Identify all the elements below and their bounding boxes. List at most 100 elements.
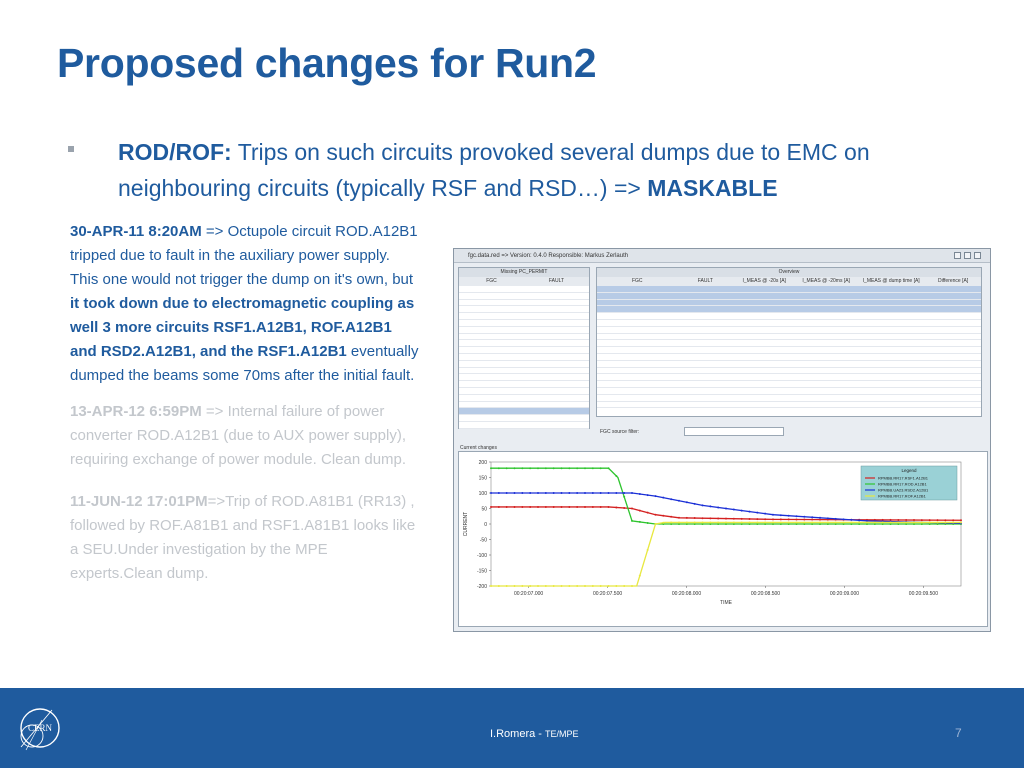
data-point — [537, 585, 539, 587]
event-date: 11-JUN-12 17:01PM — [70, 493, 208, 510]
table-row[interactable] — [459, 415, 589, 422]
data-point — [552, 585, 555, 587]
table-row[interactable] — [597, 395, 981, 402]
data-point — [811, 518, 814, 521]
data-point — [920, 519, 923, 522]
table-row[interactable] — [459, 286, 589, 293]
data-point — [717, 517, 720, 520]
minimize-icon — [954, 252, 961, 259]
data-point — [866, 519, 868, 522]
table-row[interactable] — [459, 422, 589, 429]
data-point — [920, 521, 923, 524]
data-point — [599, 505, 602, 508]
data-point — [591, 585, 594, 587]
table-row[interactable] — [597, 327, 981, 334]
table-row[interactable] — [597, 368, 981, 375]
table-row[interactable] — [597, 374, 981, 382]
data-point — [897, 521, 900, 524]
table-row[interactable] — [597, 402, 981, 409]
filter-label: FGC source filter: — [600, 429, 640, 435]
table-row[interactable] — [459, 395, 589, 402]
overview-table: Overview FGC FAULT I_MEAS @ -20s [A] I_M… — [596, 267, 982, 417]
event-date: 13-APR-12 6:59PM — [70, 403, 202, 420]
table-row[interactable] — [597, 299, 981, 307]
data-point — [529, 585, 532, 587]
table-row[interactable] — [597, 306, 981, 314]
data-point — [678, 523, 680, 525]
table-row[interactable] — [459, 293, 589, 300]
table-row[interactable] — [459, 368, 589, 375]
table-row[interactable] — [459, 402, 589, 409]
data-point — [505, 467, 508, 470]
table-row[interactable] — [459, 361, 589, 368]
data-point — [552, 505, 555, 508]
data-point — [709, 505, 712, 508]
data-point — [717, 521, 720, 524]
table-row[interactable] — [459, 327, 589, 334]
x-tick-label: 00:20:07.000 — [514, 591, 543, 597]
data-point — [913, 523, 915, 525]
data-point — [497, 505, 500, 508]
event-text-end: eventually dumped the beams some 70ms af… — [70, 343, 419, 384]
data-point — [521, 492, 524, 494]
table-row[interactable] — [597, 320, 981, 327]
table-row[interactable] — [459, 320, 589, 327]
table-row[interactable] — [597, 388, 981, 395]
data-point — [615, 474, 618, 477]
data-point — [779, 521, 782, 524]
table-row[interactable] — [597, 292, 981, 300]
data-point — [701, 504, 704, 507]
window-titlebar: fgc.data.red => Version: 0.4.0 Responsib… — [454, 249, 990, 263]
data-point — [576, 505, 579, 508]
data-point — [670, 515, 673, 518]
data-point — [772, 518, 774, 521]
data-point — [811, 521, 814, 524]
table-row[interactable] — [459, 340, 589, 348]
table-row[interactable] — [597, 381, 981, 388]
table-row[interactable] — [459, 388, 589, 395]
x-tick-label: 00:20:09.000 — [830, 591, 859, 597]
data-point — [740, 517, 743, 520]
table-row[interactable] — [597, 313, 981, 320]
table-row[interactable] — [459, 306, 589, 314]
table-row[interactable] — [597, 361, 981, 368]
data-point — [787, 514, 790, 517]
data-point — [599, 467, 602, 470]
bullet-emphasis: MASKABLE — [647, 175, 778, 201]
data-point — [779, 514, 782, 517]
data-point — [544, 505, 547, 508]
table-row[interactable] — [597, 347, 981, 354]
data-point — [615, 492, 618, 494]
table-row[interactable] — [459, 354, 589, 361]
data-point — [803, 523, 806, 525]
table-row[interactable] — [597, 334, 981, 341]
bullet-label: ROD/ROF: — [118, 139, 232, 165]
data-point — [505, 505, 508, 508]
data-point — [607, 505, 610, 508]
event-highlight: it took down due to electromagnetic coup… — [70, 295, 415, 360]
series-line — [491, 467, 961, 525]
data-point — [623, 506, 626, 509]
data-point — [537, 505, 539, 508]
table-row[interactable] — [459, 300, 589, 307]
table-row[interactable] — [459, 334, 589, 341]
table-row[interactable] — [597, 354, 981, 361]
data-point — [905, 523, 908, 525]
table-row[interactable] — [459, 347, 589, 354]
data-point — [537, 467, 539, 470]
data-point — [631, 492, 633, 494]
table-row[interactable] — [597, 286, 981, 293]
data-point — [842, 523, 845, 525]
table-row[interactable] — [459, 374, 589, 382]
data-point — [544, 585, 547, 587]
table-row[interactable] — [459, 313, 589, 320]
table-row[interactable] — [597, 340, 981, 348]
data-point — [505, 492, 508, 494]
data-point — [490, 492, 492, 494]
data-point — [748, 521, 751, 524]
data-point — [905, 519, 908, 522]
table-row[interactable] — [459, 381, 589, 388]
table-row[interactable] — [459, 408, 589, 416]
data-point — [701, 523, 704, 525]
filter-input[interactable] — [684, 427, 784, 436]
